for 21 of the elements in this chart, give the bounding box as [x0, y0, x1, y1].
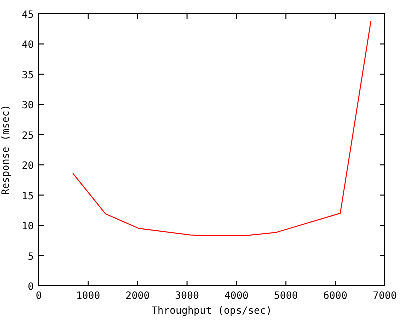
x-tick-label: 3000 [175, 291, 200, 302]
x-tick-label: 7000 [372, 291, 398, 302]
y-tick-label: 5 [28, 252, 34, 263]
line-series [72, 20, 372, 236]
y-tick-label: 0 [28, 282, 34, 293]
y-tick-label: 45 [22, 10, 34, 21]
y-tick-label: 15 [22, 191, 34, 202]
x-tick-label: 0 [36, 291, 42, 302]
y-tick-label: 35 [22, 70, 34, 82]
x-tick-label: 6000 [324, 291, 348, 302]
y-tick-label: 30 [22, 100, 34, 112]
y-tick-label: 10 [22, 222, 34, 233]
x-axis-title: Throughput (ops/sec) [152, 306, 272, 317]
y-tick-label: 40 [22, 40, 34, 52]
x-tick-label: 4000 [224, 291, 249, 302]
y-tick-label: 25 [22, 130, 34, 142]
y-axis-title: Response (msec) [1, 104, 12, 196]
x-tick-label: 5000 [274, 291, 298, 302]
y-tick-label: 20 [22, 161, 34, 172]
x-tick-label: 2000 [126, 291, 150, 302]
x-tick-label: 1000 [76, 291, 100, 302]
